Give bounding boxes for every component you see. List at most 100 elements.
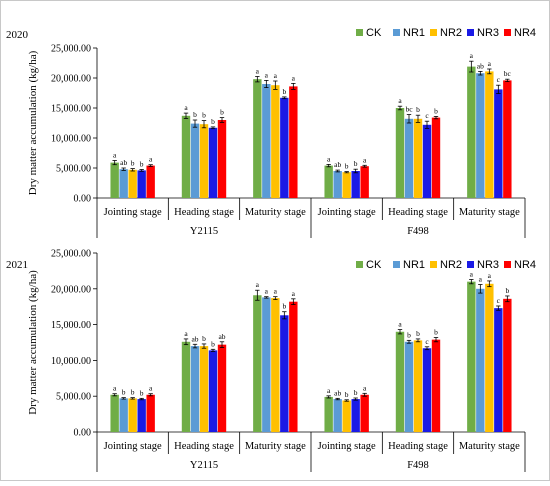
significance-letter: b [122,388,126,397]
bar-NR2 [128,169,137,198]
legend-label-NR2: NR2 [440,259,462,271]
significance-letter: b [416,105,420,114]
bar-CK [324,396,333,432]
significance-letter: ab [334,160,341,169]
significance-letter: a [274,287,278,296]
significance-letter: ab [120,158,127,167]
y-tick-label: 5,000.00 [56,164,91,175]
bar-NR1 [333,399,342,432]
bar-NR1 [262,84,271,198]
x-category-label: Jointing stage [104,441,162,452]
bar-NR3 [280,315,289,432]
y-tick-label: 25,000.00 [51,249,91,260]
chart-panel-2020: 2020 Dry matter accumulation (kg/ha) 0.00 5… [6,27,536,238]
legend-label-NR4: NR4 [514,27,536,39]
significance-letter: b [345,390,349,399]
legend-swatch-NR4 [504,29,511,36]
legend-swatch-NR1 [393,29,400,36]
significance-letter: a [149,384,153,393]
significance-letter: a [292,289,296,298]
significance-letter: a [113,384,117,393]
x-category-label: Maturity stage [245,441,306,452]
bar-NR4 [431,339,441,432]
bar-NR3 [494,89,503,198]
bar-NR1 [333,171,342,198]
legend-label-CK: CK [366,27,382,39]
bar-NR3 [351,171,360,198]
significance-letter: b [282,87,286,96]
legend-label-CK: CK [366,259,382,271]
significance-letter: a [149,155,153,164]
legend-swatch-CK [356,261,363,268]
bar-NR3 [280,97,289,198]
significance-letter: a [292,73,296,82]
significance-letter: a [398,96,402,105]
legend-label-NR2: NR2 [440,27,462,39]
legend-label-NR1: NR1 [403,259,425,271]
significance-letter: a [488,59,492,68]
x-category-label: Heading stage [388,441,448,452]
bar-NR3 [208,127,218,198]
bar-CK [253,79,262,198]
bar-NR2 [485,283,494,432]
bar-NR3 [422,348,432,432]
y-tick-label: 20,000.00 [51,284,91,295]
significance-letter: a [274,71,278,80]
bar-CK [110,394,119,432]
legend-swatch-NR3 [467,29,474,36]
x-category-label: Jointing stage [318,441,376,452]
significance-letter: a [363,155,367,164]
bar-NR2 [413,340,423,432]
significance-letter: a [488,271,492,280]
significance-letter: b [211,117,215,126]
bar-CK [467,281,476,432]
bar-NR1 [476,288,485,432]
bar-CK [467,66,476,198]
significance-letter: a [184,329,188,338]
significance-letter: a [479,275,483,284]
significance-letter: b [434,327,438,336]
bar-NR4 [217,120,227,198]
bar-NR3 [494,308,503,432]
significance-letter: ab [334,388,341,397]
bar-NR2 [199,346,209,432]
significance-letter: ab [477,61,484,70]
significance-letter: b [434,106,438,115]
bar-NR4 [503,298,512,432]
y-tick-label: 5,000.00 [56,392,91,403]
bar-CK [110,162,119,198]
significance-letter: a [398,320,402,329]
x-group-label: Y2115 [190,226,218,237]
x-category-label: Heading stage [174,441,234,452]
significance-letter: a [256,67,260,76]
y-axis-label: Dry matter accumulation (kg/ha) [27,270,39,415]
y-tick-label: 15,000.00 [51,320,91,331]
bar-CK [181,341,191,432]
x-category-label: Maturity stage [245,207,306,218]
significance-letter: a [265,287,269,296]
legend-label-NR4: NR4 [514,259,536,271]
bar-NR1 [262,297,271,432]
significance-letter: b [140,388,144,397]
bar-CK [253,295,262,432]
significance-letter: a [256,280,260,289]
bar-NR4 [146,394,155,432]
year-label: 2021 [6,259,28,271]
legend-label-NR1: NR1 [403,27,425,39]
significance-letter: a [327,386,331,395]
x-group-label: F498 [407,226,429,237]
bar-NR1 [476,73,485,198]
bar-CK [324,165,333,198]
bar-NR2 [271,298,280,432]
significance-letter: b [354,159,358,168]
x-category-label: Jointing stage [318,207,376,218]
significance-letter: a [363,383,367,392]
significance-letter: b [202,111,206,120]
y-axis-label: Dry matter accumulation (kg/ha) [27,50,39,195]
significance-letter: b [131,159,135,168]
significance-letter: b [345,162,349,171]
legend-swatch-NR4 [504,261,511,268]
significance-letter: b [202,334,206,343]
